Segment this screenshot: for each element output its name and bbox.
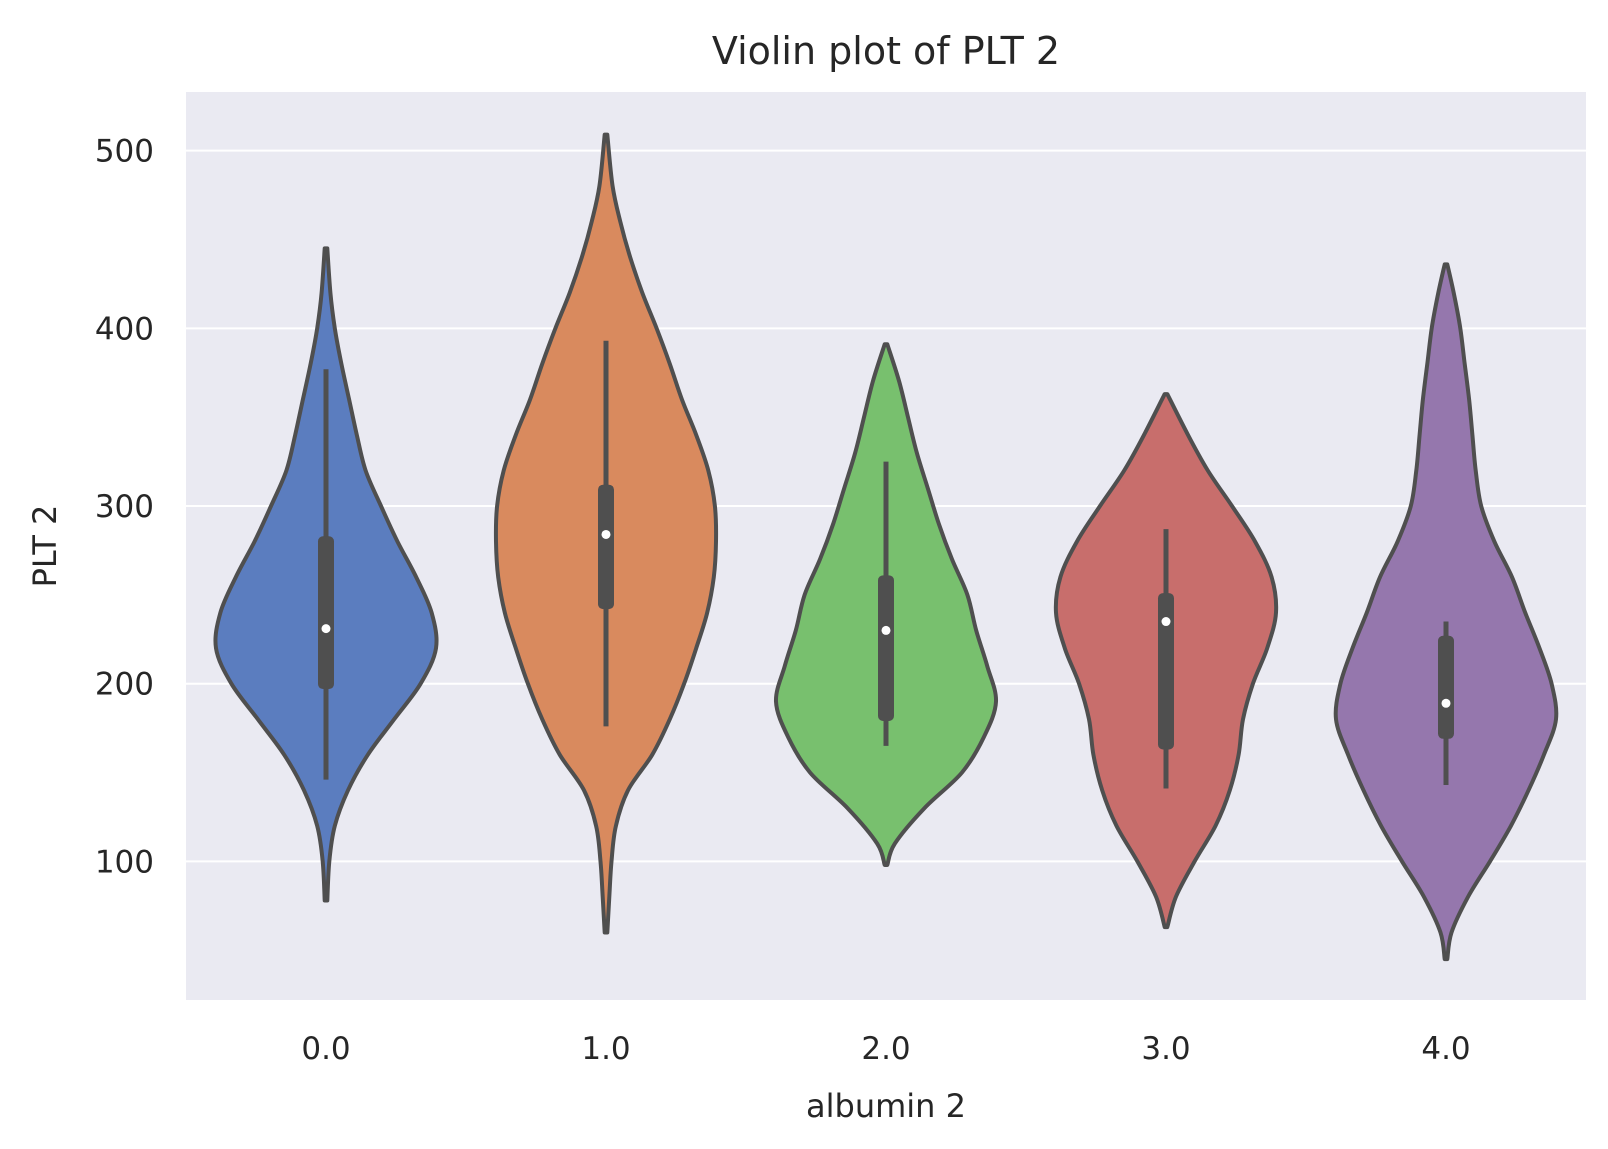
violin-3.0 xyxy=(1053,392,1279,930)
x-axis-label: albumin 2 xyxy=(806,1087,966,1125)
y-tick-label-500: 500 xyxy=(95,134,154,170)
violin-box-2.0 xyxy=(878,575,894,722)
x-tick-label-1.0: 1.0 xyxy=(581,1031,630,1067)
violin-0.0 xyxy=(213,246,439,903)
y-axis-label: PLT 2 xyxy=(26,505,64,588)
violin-box-4.0 xyxy=(1438,635,1454,739)
violin-median-2.0 xyxy=(881,625,891,635)
x-tick-label-4.0: 4.0 xyxy=(1421,1031,1470,1067)
x-tick-labels: 0.0 1.0 2.0 3.0 4.0 xyxy=(301,1031,1470,1067)
violin-median-1.0 xyxy=(601,529,611,539)
violin-body-4.0 xyxy=(1333,262,1559,962)
violin-median-4.0 xyxy=(1441,698,1451,708)
violin-box-1.0 xyxy=(598,484,614,610)
x-tick-label-3.0: 3.0 xyxy=(1141,1031,1190,1067)
y-tick-label-300: 300 xyxy=(95,489,154,525)
x-tick-label-0.0: 0.0 xyxy=(301,1031,350,1067)
violin-median-0.0 xyxy=(321,624,331,634)
y-tick-label-400: 400 xyxy=(95,311,154,347)
violin-2.0 xyxy=(773,342,999,867)
violin-box-3.0 xyxy=(1158,593,1174,750)
y-tick-label-100: 100 xyxy=(95,844,154,880)
x-tick-label-2.0: 2.0 xyxy=(861,1031,910,1067)
y-tick-label-200: 200 xyxy=(95,667,154,703)
violins xyxy=(213,132,1559,962)
violin-4.0 xyxy=(1333,262,1559,962)
violin-1.0 xyxy=(493,132,719,935)
violin-median-3.0 xyxy=(1161,617,1171,627)
chart-title: Violin plot of PLT 2 xyxy=(712,29,1060,73)
violin-box-0.0 xyxy=(318,536,334,690)
y-tick-labels: 100 200 300 400 500 xyxy=(95,134,154,881)
